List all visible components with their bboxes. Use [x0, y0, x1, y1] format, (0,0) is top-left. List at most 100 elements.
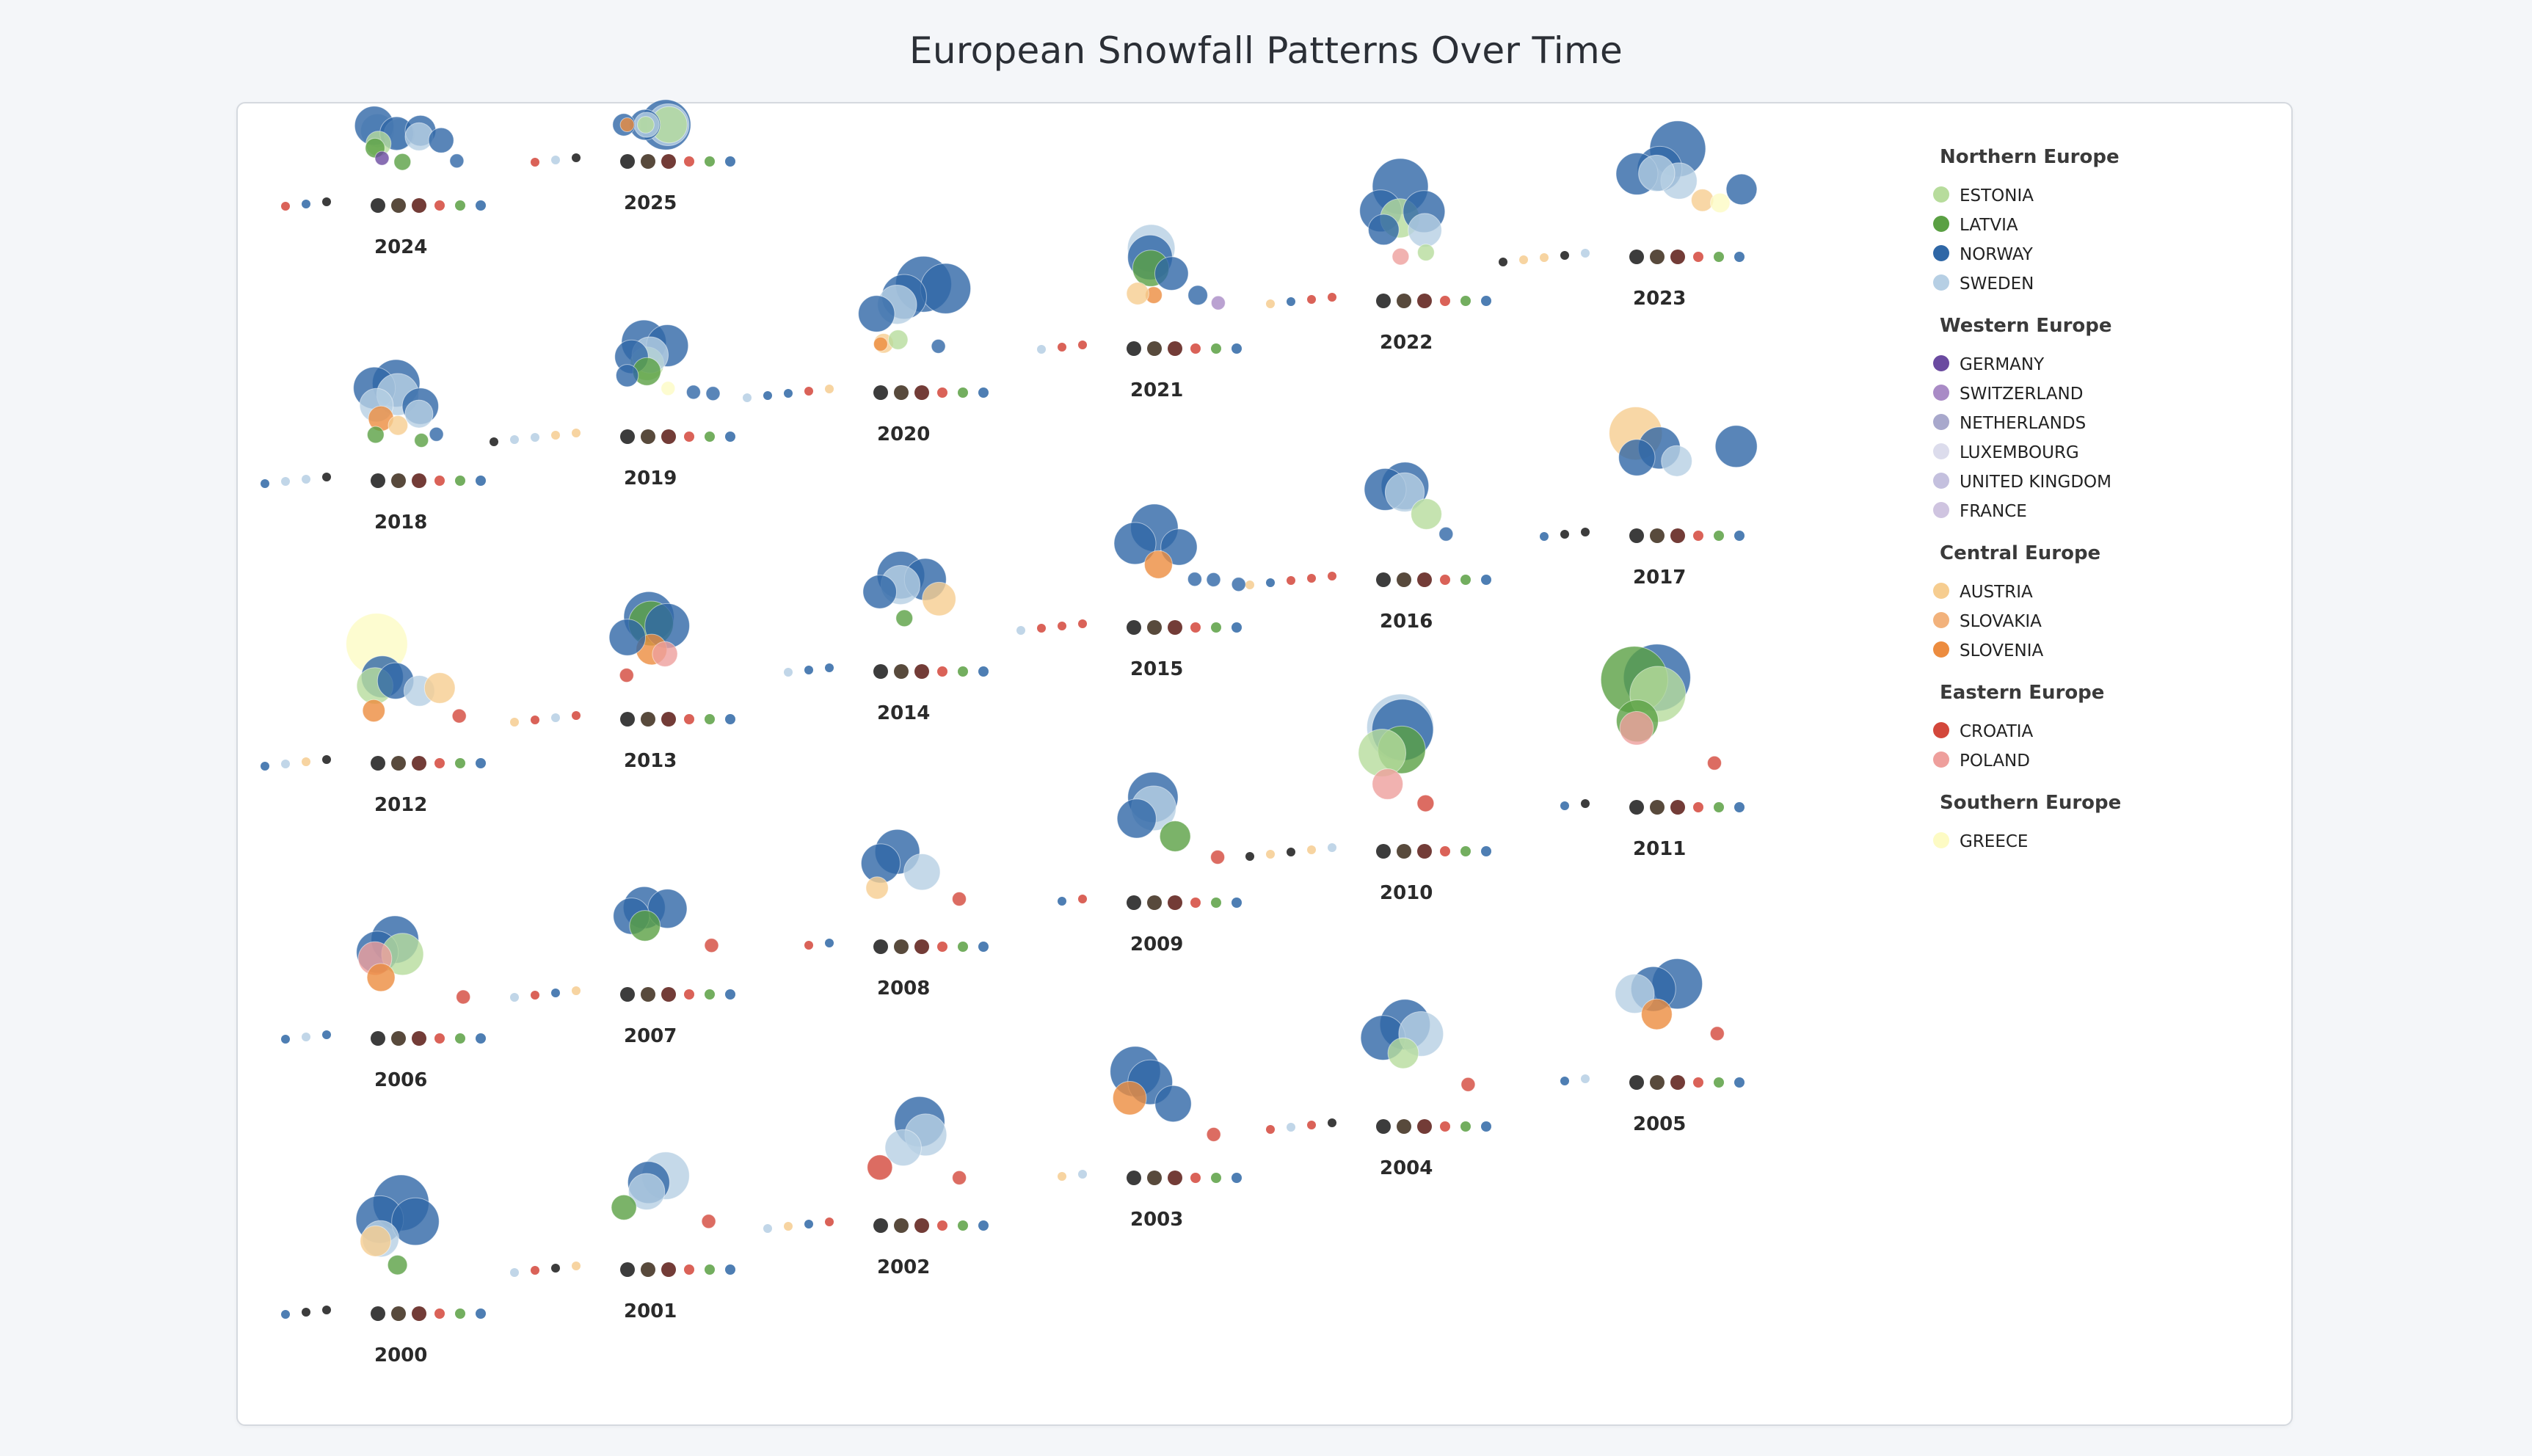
data-point-slovenia[interactable]: [366, 963, 396, 992]
data-point-norway[interactable]: [1725, 173, 1758, 205]
legend-swatch[interactable]: [1933, 186, 1949, 203]
legend-item-label[interactable]: UNITED KINGDOM: [1960, 473, 2111, 492]
data-point-sweden[interactable]: [903, 853, 941, 891]
legend-item-label[interactable]: ESTONIA: [1960, 186, 2034, 205]
legend-swatch[interactable]: [1933, 245, 1949, 261]
legend-swatch[interactable]: [1933, 832, 1949, 848]
data-point-norway[interactable]: [615, 364, 639, 387]
data-point-latvia[interactable]: [366, 426, 385, 444]
data-point-austria[interactable]: [1126, 282, 1149, 305]
data-point-norway[interactable]: [685, 385, 701, 400]
legend-swatch[interactable]: [1933, 502, 1949, 518]
data-point-greece[interactable]: [661, 381, 676, 396]
legend-swatch[interactable]: [1933, 414, 1949, 430]
data-point-estonia[interactable]: [637, 116, 655, 134]
legend-item-label[interactable]: POLAND: [1960, 751, 2030, 771]
data-point-sweden[interactable]: [404, 399, 434, 429]
data-point-poland[interactable]: [1391, 247, 1410, 266]
legend-swatch[interactable]: [1933, 583, 1949, 599]
data-point-sweden[interactable]: [1408, 213, 1442, 248]
data-point-norway[interactable]: [449, 153, 465, 169]
legend-item-label[interactable]: SWITZERLAND: [1960, 385, 2083, 404]
data-point-poland[interactable]: [1619, 711, 1654, 746]
data-point-sweden[interactable]: [1615, 973, 1655, 1014]
data-point-estonia[interactable]: [887, 330, 909, 350]
data-point-norway[interactable]: [920, 263, 972, 314]
legend-swatch[interactable]: [1933, 274, 1949, 291]
data-point-norway[interactable]: [1231, 577, 1246, 592]
data-point-slovenia[interactable]: [362, 699, 385, 723]
data-point-sweden[interactable]: [1661, 445, 1693, 477]
legend-item-label[interactable]: SLOVENIA: [1960, 641, 2044, 660]
data-point-croatia[interactable]: [451, 708, 467, 724]
legend-item-label[interactable]: GREECE: [1960, 832, 2028, 851]
legend-item-label[interactable]: NETHERLANDS: [1960, 414, 2086, 433]
legend-swatch[interactable]: [1933, 473, 1949, 489]
data-point-croatia[interactable]: [1460, 1077, 1476, 1092]
data-point-norway[interactable]: [931, 338, 946, 354]
data-point-norway[interactable]: [858, 295, 895, 332]
data-point-croatia[interactable]: [952, 892, 967, 906]
data-point-austria[interactable]: [922, 581, 956, 616]
data-point-norway[interactable]: [1714, 425, 1758, 468]
data-point-norway[interactable]: [1116, 798, 1157, 839]
data-point-austria[interactable]: [865, 876, 889, 900]
data-point-slovenia[interactable]: [1143, 550, 1173, 579]
data-point-croatia[interactable]: [1707, 755, 1722, 771]
data-point-norway[interactable]: [429, 426, 444, 442]
data-point-norway[interactable]: [1367, 214, 1400, 246]
data-point-norway[interactable]: [1154, 256, 1189, 291]
data-point-sweden[interactable]: [627, 1173, 666, 1211]
legend-item-label[interactable]: NORWAY: [1960, 245, 2034, 264]
data-point-poland[interactable]: [1372, 768, 1404, 800]
data-point-croatia[interactable]: [1416, 794, 1435, 812]
data-point-croatia[interactable]: [1210, 850, 1226, 864]
data-point-croatia[interactable]: [1709, 1026, 1725, 1041]
data-point-austria[interactable]: [388, 415, 409, 436]
data-point-norway[interactable]: [1154, 1085, 1192, 1123]
data-point-croatia[interactable]: [704, 938, 719, 953]
data-point-croatia[interactable]: [456, 989, 471, 1005]
data-point-croatia[interactable]: [619, 668, 634, 683]
data-point-poland[interactable]: [652, 641, 678, 667]
data-point-croatia[interactable]: [952, 1170, 967, 1185]
data-point-slovenia[interactable]: [873, 336, 888, 352]
data-point-croatia[interactable]: [1206, 1126, 1221, 1142]
legend-item-label[interactable]: GERMANY: [1960, 355, 2045, 374]
data-point-sweden[interactable]: [884, 1129, 922, 1167]
legend-item-label[interactable]: LUXEMBOURG: [1960, 443, 2079, 462]
data-point-norway[interactable]: [1187, 285, 1208, 306]
legend-item-label[interactable]: CROATIA: [1960, 722, 2034, 741]
data-point-estonia[interactable]: [1387, 1037, 1419, 1069]
data-point-norway[interactable]: [1438, 526, 1454, 542]
legend-item-label[interactable]: AUSTRIA: [1960, 583, 2033, 602]
data-point-austria[interactable]: [360, 1225, 392, 1257]
data-point-slovenia[interactable]: [1641, 998, 1673, 1030]
data-point-germany[interactable]: [374, 150, 390, 166]
data-point-latvia[interactable]: [387, 1254, 408, 1275]
data-point-latvia[interactable]: [895, 609, 914, 627]
legend-swatch[interactable]: [1933, 216, 1949, 232]
data-point-estonia[interactable]: [1417, 244, 1435, 261]
data-point-norway[interactable]: [1206, 572, 1221, 587]
legend-item-label[interactable]: LATVIA: [1960, 216, 2018, 235]
data-point-slovenia[interactable]: [1112, 1081, 1147, 1115]
data-point-norway[interactable]: [1113, 522, 1157, 565]
data-point-croatia[interactable]: [701, 1214, 716, 1229]
data-point-estonia[interactable]: [1411, 498, 1442, 530]
data-point-norway[interactable]: [862, 575, 897, 609]
legend-swatch[interactable]: [1933, 722, 1949, 738]
data-point-norway[interactable]: [428, 127, 454, 153]
legend-item-label[interactable]: FRANCE: [1960, 502, 2027, 521]
legend-swatch[interactable]: [1933, 443, 1949, 459]
data-point-norway[interactable]: [1618, 439, 1656, 476]
legend-item-label[interactable]: SLOVAKIA: [1960, 612, 2042, 631]
legend-item-label[interactable]: SWEDEN: [1960, 274, 2034, 294]
data-point-latvia[interactable]: [393, 153, 412, 171]
data-point-sweden[interactable]: [1384, 472, 1425, 512]
legend-swatch[interactable]: [1933, 355, 1949, 371]
data-point-norway[interactable]: [705, 386, 721, 401]
data-point-austria[interactable]: [1691, 189, 1714, 212]
data-point-norway[interactable]: [391, 1197, 440, 1246]
data-point-latvia[interactable]: [1159, 820, 1191, 852]
